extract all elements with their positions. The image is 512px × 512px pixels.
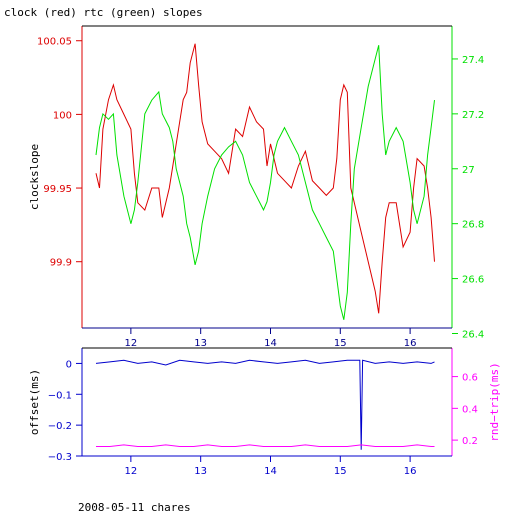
left-tick-label: −0.1 — [48, 390, 72, 401]
left-tick-label: 99.95 — [43, 184, 72, 195]
series-line-rnd-trip — [96, 444, 435, 447]
right-tick-label: 26.6 — [462, 275, 484, 286]
footer-label: 2008-05-11 chares — [78, 501, 191, 512]
series-line-rtc — [95, 45, 435, 320]
left-tick-label: 100 — [53, 110, 72, 121]
x-tick-label: 13 — [194, 466, 207, 477]
x-tick-label: 13 — [194, 338, 207, 349]
right-tick-label: 0.4 — [462, 404, 478, 415]
left-tick-label: 100.05 — [37, 37, 72, 48]
x-tick-label: 14 — [264, 466, 277, 477]
series-line-offset — [95, 359, 435, 450]
left-tick-label: 0 — [66, 359, 72, 370]
y-axis-label: offset(ms) — [28, 369, 41, 435]
x-tick-label: 15 — [334, 338, 347, 349]
x-tick-label: 14 — [264, 338, 277, 349]
right-tick-label: 26.8 — [462, 220, 484, 231]
x-tick-label: 12 — [125, 466, 138, 477]
left-tick-label: 99.9 — [50, 258, 72, 269]
top-panel: 99.9 99.95 100 100.05 26.4 26.6 26.8 27 27.2 27.4… — [28, 25, 484, 349]
right-tick-label: 27.4 — [462, 55, 484, 66]
x-tick-label: 12 — [125, 338, 138, 349]
right-tick-label: 0.2 — [462, 436, 478, 447]
series-line-clock — [95, 43, 435, 314]
chart-title: clock (red) rtc (green) slopes — [4, 6, 203, 19]
y-axis-label: clockslope — [28, 144, 41, 210]
right-tick-label: 26.4 — [462, 329, 484, 340]
left-tick-label: −0.3 — [48, 452, 72, 463]
x-tick-label: 15 — [334, 466, 347, 477]
bottom-panel: −0.3 −0.2 −0.1 0 0.2 0.4 0.6 12 13 14 15 16 offset(m… — [28, 347, 501, 477]
x-tick-label: 16 — [404, 338, 417, 349]
left-tick-label: −0.2 — [48, 421, 72, 432]
right-tick-label: 27.2 — [462, 110, 484, 121]
right-tick-label: 0.6 — [462, 373, 478, 384]
right-tick-label: 27 — [462, 165, 475, 176]
y2-axis-label: rnd−trip(ms) — [488, 362, 501, 441]
x-tick-label: 16 — [404, 466, 417, 477]
